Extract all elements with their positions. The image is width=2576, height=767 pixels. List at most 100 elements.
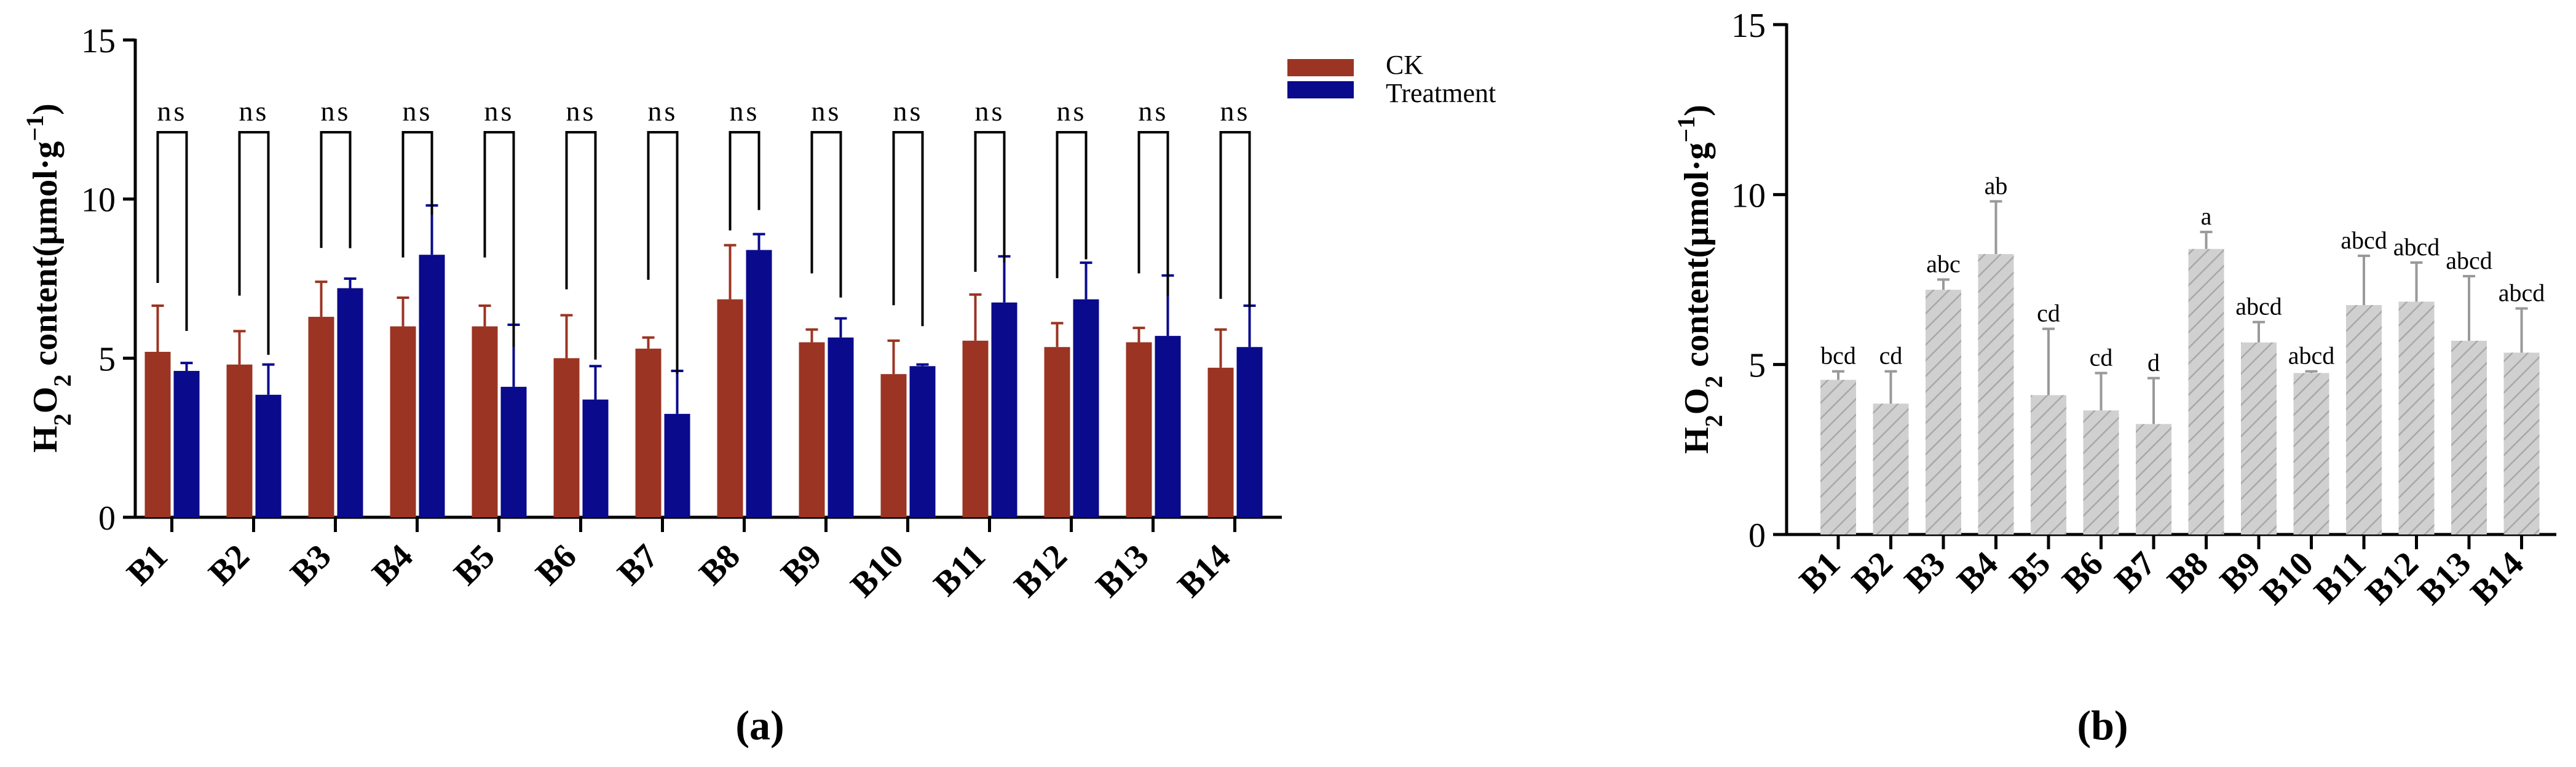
- y-tick-label: 5: [98, 340, 116, 378]
- significance-bracket: [156, 131, 188, 332]
- bar-ck-B10: [880, 374, 907, 517]
- bar-ck-B13: [1126, 342, 1152, 517]
- significance-label: ns: [403, 95, 433, 127]
- panel-a-axes: [133, 39, 1282, 519]
- significance-bracket: [320, 131, 352, 248]
- bar-B7: [2136, 424, 2171, 535]
- bar-treatment-B1: [173, 371, 200, 517]
- significance-letter: abcd: [2393, 233, 2440, 261]
- bar-ck-B4: [390, 326, 416, 517]
- significance-label: ns: [648, 95, 678, 127]
- panel-b-y-ticks: 0 5 10 15: [1731, 7, 1787, 555]
- bar-treatment-B13: [1155, 336, 1181, 517]
- y-tick-label: 0: [1748, 517, 1766, 555]
- bar-ck-B3: [308, 317, 334, 517]
- panel-a-x-tick-labels: B1 B2 B3 B4 B5 B6 B7 B8 B9 B10 B11 B12 B13 B14: [120, 517, 1238, 605]
- panel-b-y-axis-title: H2O2 content(µmol·g−1): [1672, 105, 1728, 454]
- bar-treatment-B7: [664, 413, 690, 517]
- bar-ck-B14: [1207, 367, 1234, 517]
- significance-letter: ab: [1985, 172, 2008, 199]
- significance-letter: abcd: [2499, 279, 2545, 306]
- x-tick-label: B5: [447, 537, 502, 592]
- bar-ck-B8: [717, 299, 743, 517]
- bar-treatment-B12: [1073, 299, 1099, 517]
- x-tick-label: B13: [2411, 544, 2478, 612]
- x-tick-label: B10: [844, 537, 911, 605]
- significance-letter: bcd: [1820, 342, 1856, 370]
- bar-B9: [2241, 342, 2277, 535]
- significance-label: ns: [566, 95, 596, 127]
- y-tick-label: 10: [1731, 177, 1766, 215]
- significance-label: ns: [1057, 95, 1087, 127]
- significance-letter: a: [2201, 202, 2212, 230]
- x-tick-label: B3: [283, 537, 339, 592]
- significance-label: ns: [321, 95, 351, 127]
- bar-B2: [1873, 403, 1909, 535]
- bar-treatment-B10: [909, 366, 936, 517]
- bar-B3: [1926, 290, 1961, 535]
- significance-bracket: [401, 131, 433, 258]
- bar-treatment-B3: [337, 288, 363, 517]
- bar-B12: [2398, 301, 2435, 535]
- x-tick-label: B2: [1845, 544, 1900, 600]
- significance-bracket: [483, 131, 515, 347]
- significance-label: ns: [975, 95, 1005, 127]
- panel-a-y-axis-title: H2O2 content(µmol·g−1): [21, 103, 76, 453]
- significance-letter: cd: [2037, 300, 2060, 327]
- significance-label: ns: [239, 95, 269, 127]
- bar-ck-B1: [144, 351, 171, 517]
- bar-ck-B7: [635, 348, 662, 517]
- significance-bracket: [810, 131, 842, 298]
- significance-label: ns: [157, 95, 188, 127]
- bar-treatment-B14: [1236, 347, 1263, 517]
- x-tick-label: B2: [202, 537, 257, 592]
- significance-letter: abcd: [2446, 247, 2492, 274]
- panel-b-bars: [1820, 200, 2540, 535]
- x-tick-label: B11: [2307, 544, 2374, 611]
- significance-bracket: [565, 131, 597, 360]
- significance-bracket: [238, 131, 270, 355]
- y-tick-label: 15: [1731, 7, 1766, 45]
- panel-a: 0 5 10 15 B1 B2 B3 B4 B5 B6 B7 B8 B9 B10 B11 B12 B13 B14…: [21, 22, 1496, 749]
- x-tick-label: B4: [365, 537, 421, 592]
- significance-letter: cd: [1879, 342, 1903, 370]
- x-tick-label: B1: [1792, 544, 1847, 600]
- legend-swatch-treatment: [1287, 81, 1354, 98]
- bar-B13: [2451, 340, 2487, 535]
- significance-bracket: [892, 131, 924, 327]
- panel-b-label: (b): [2077, 702, 2128, 749]
- bar-B5: [2031, 395, 2066, 535]
- significance-label: ns: [730, 95, 760, 127]
- x-tick-label: B4: [1950, 544, 2005, 600]
- x-tick-label: B7: [2108, 544, 2163, 600]
- legend-label-ck: CK: [1386, 50, 1423, 80]
- x-tick-label: B12: [2358, 544, 2426, 612]
- significance-label: ns: [1220, 95, 1250, 127]
- significance-bracket: [1219, 131, 1251, 308]
- significance-bracket: [729, 131, 761, 231]
- x-tick-label: B1: [120, 537, 175, 592]
- x-tick-label: B9: [774, 537, 829, 592]
- significance-label: ns: [484, 95, 515, 127]
- significance-label: ns: [893, 95, 923, 127]
- x-tick-label: B7: [610, 537, 666, 592]
- significance-letter: abcd: [2288, 342, 2335, 370]
- legend-swatch-ck: [1287, 59, 1354, 76]
- bar-treatment-B9: [828, 337, 854, 517]
- bar-ck-B5: [472, 326, 498, 517]
- significance-bracket: [647, 131, 679, 374]
- bar-B14: [2503, 352, 2540, 535]
- bar-treatment-B4: [419, 255, 445, 517]
- x-tick-label: B14: [1171, 537, 1238, 605]
- bar-B4: [1978, 254, 2014, 535]
- x-tick-label: B8: [2160, 544, 2216, 600]
- panel-a-bars: [144, 204, 1263, 517]
- significance-bracket: [974, 131, 1006, 272]
- panel-a-legend: CK Treatment: [1287, 50, 1496, 108]
- significance-letter: cd: [2090, 343, 2113, 371]
- significance-letter: abcd: [2341, 226, 2387, 254]
- panel-a-y-ticks: 0 5 10 15: [81, 22, 135, 538]
